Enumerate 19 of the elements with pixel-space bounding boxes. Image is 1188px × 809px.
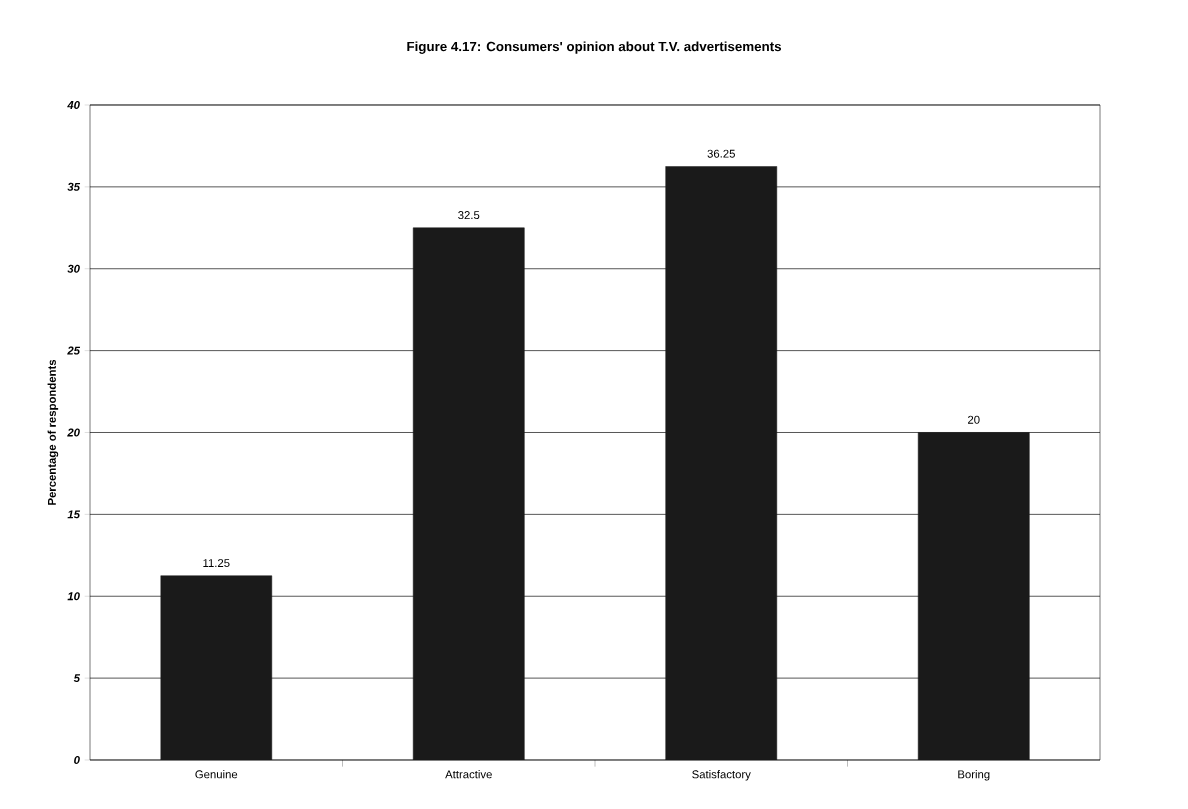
data-label: 20 xyxy=(968,415,980,424)
y-tick-label: 5 xyxy=(73,674,81,683)
x-tick-label: Attractive xyxy=(445,770,492,779)
data-label: 36.25 xyxy=(707,149,735,158)
chart-title: Figure 4.17: Consumers' opinion about T.V. advertisements xyxy=(407,41,782,54)
x-tick-label: Boring xyxy=(958,770,990,781)
y-tick-label: 30 xyxy=(67,264,80,273)
y-tick-label: 15 xyxy=(67,510,81,519)
y-tick-label: 35 xyxy=(67,182,81,191)
y-tick-label: 25 xyxy=(67,346,81,355)
y-axis-title: Percentage of respondents xyxy=(47,359,59,505)
y-tick-label: 40 xyxy=(67,100,80,109)
x-tick-label: Genuine xyxy=(195,770,238,779)
data-label: 32.5 xyxy=(458,211,480,220)
x-tick-label: Satisfactory xyxy=(692,770,751,781)
y-tick-label: 10 xyxy=(67,592,80,601)
y-tick-label: 20 xyxy=(67,428,80,437)
data-label: 11.25 xyxy=(203,559,230,568)
y-tick-label: 0 xyxy=(74,755,80,764)
